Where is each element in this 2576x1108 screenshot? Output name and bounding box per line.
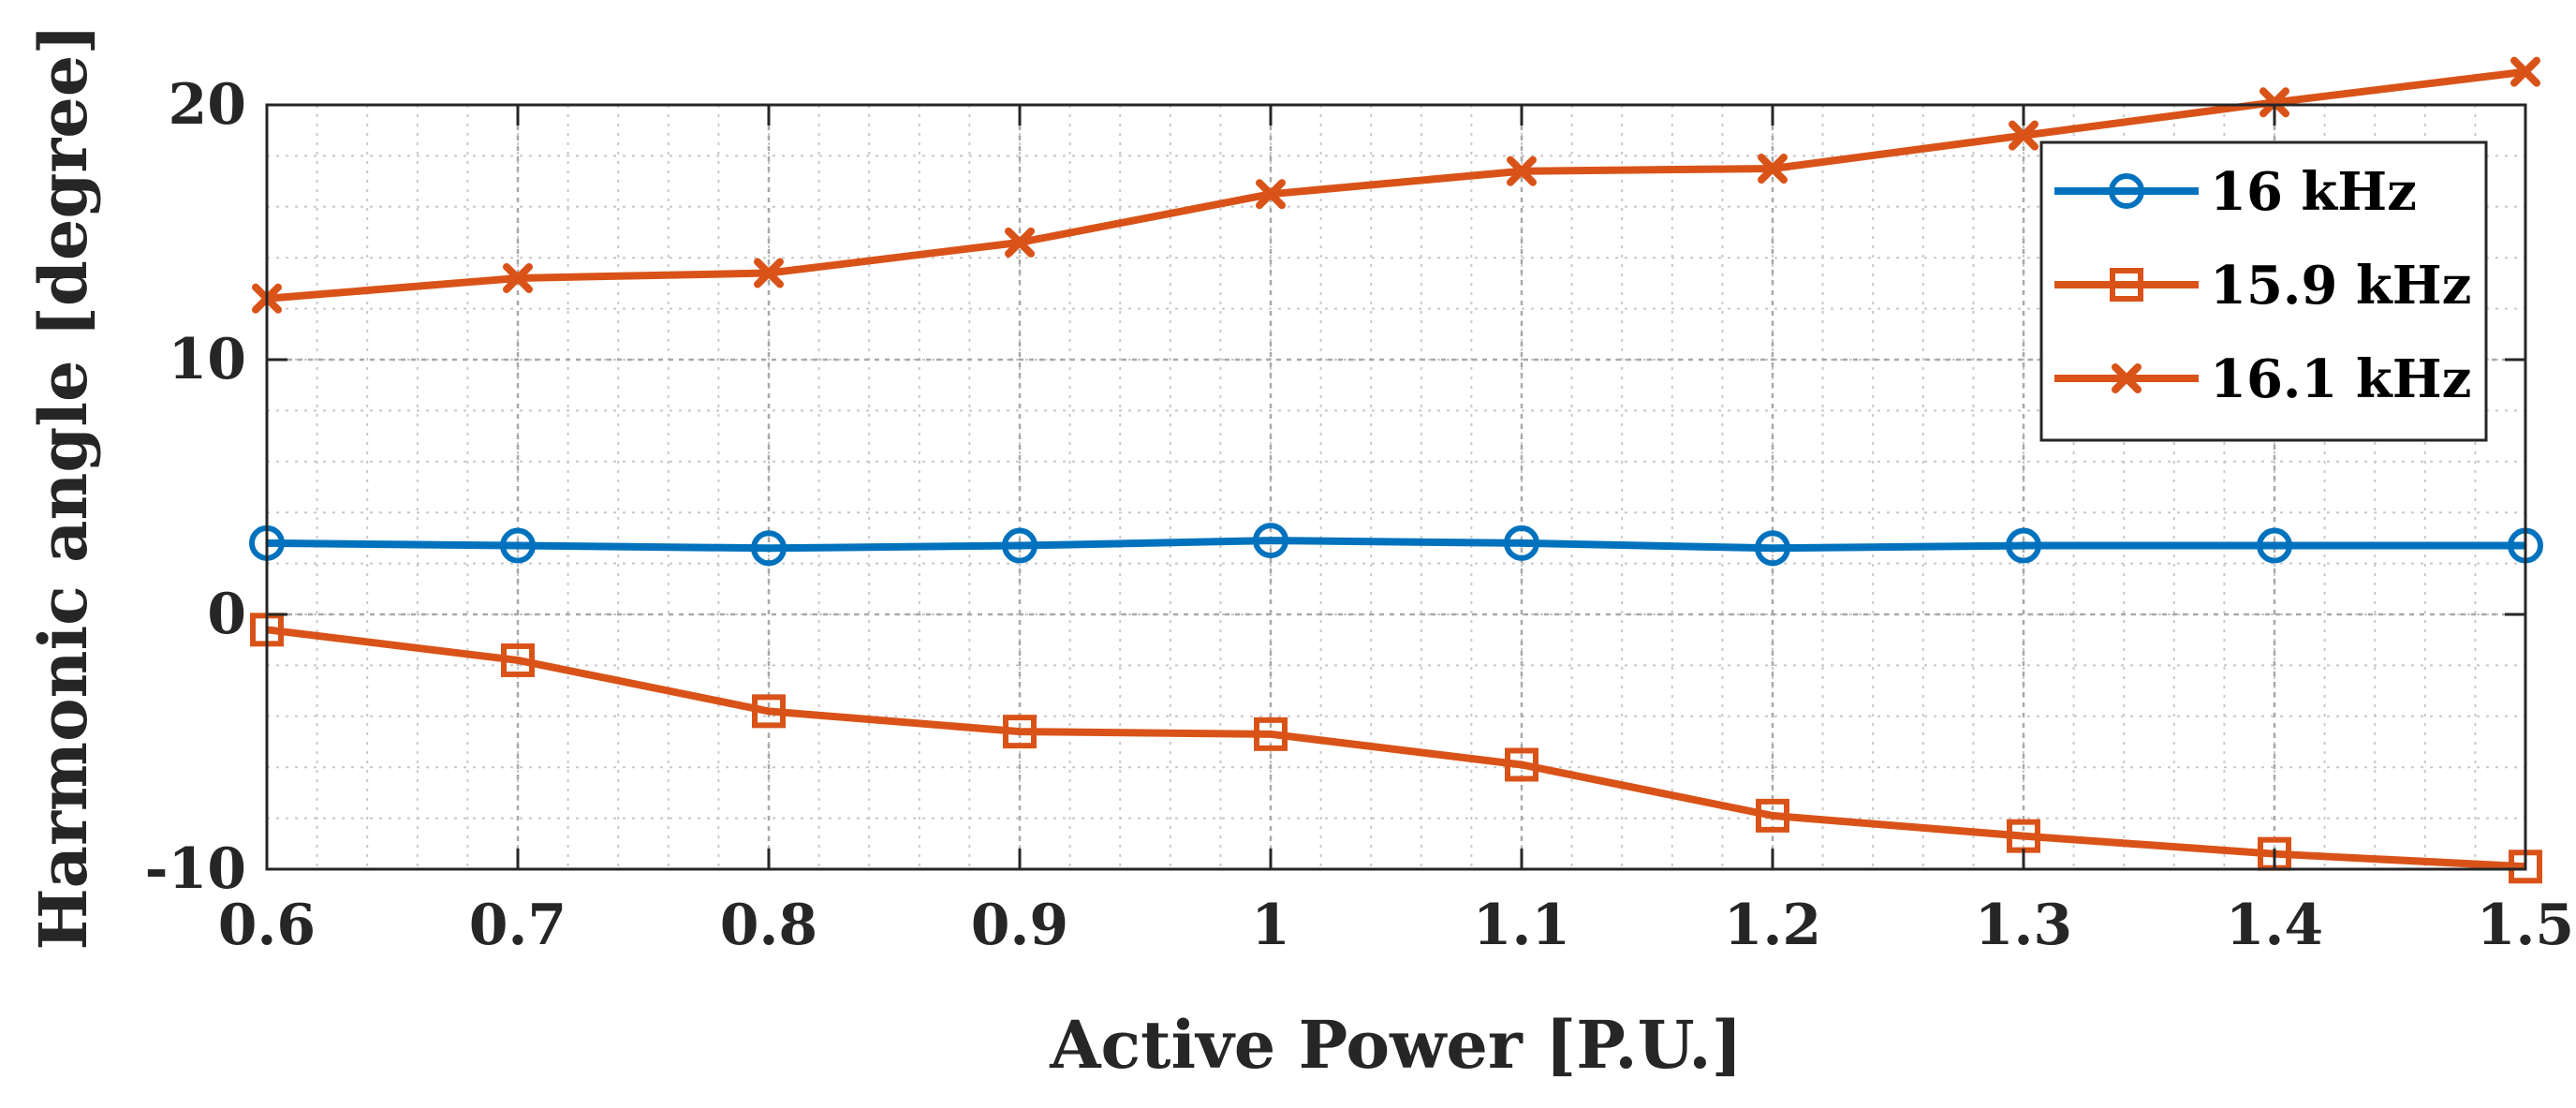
- y-tick-label: 10: [169, 327, 247, 392]
- data-point: [1756, 798, 1789, 833]
- data-point: [1253, 523, 1288, 559]
- data-point: [1254, 717, 1288, 751]
- data-point: [1256, 179, 1286, 210]
- data-point: [2260, 87, 2289, 118]
- series-15-9-khz: [250, 613, 2542, 884]
- data-point: [1758, 154, 1788, 184]
- x-tick-label: 1.4: [2226, 893, 2323, 958]
- x-tick-label: 0.6: [218, 893, 316, 958]
- data-point: [503, 262, 533, 293]
- axes-box: [265, 103, 2527, 871]
- data-point: [2009, 120, 2039, 151]
- series-line: [266, 537, 2525, 553]
- y-tick-label: 0: [207, 582, 246, 647]
- data-point: [501, 643, 535, 677]
- x-tick-label: 1.1: [1473, 893, 1570, 958]
- legend-label: 16.1 kHz: [2210, 348, 2471, 410]
- x-tick-label: 0.9: [971, 893, 1068, 958]
- tick-labels: 0.6 0.7 0.8 0.9 1 1.1 1.2 1.3 1.4 1.5 -10 0 10 20: [145, 72, 2575, 958]
- data-point: [1507, 155, 1537, 186]
- data-point: [754, 258, 784, 288]
- data-point: [2257, 527, 2292, 564]
- y-axis-title: Harmonic angle [degree]: [24, 24, 102, 951]
- data-point: [751, 530, 787, 567]
- data-point: [2510, 56, 2540, 87]
- data-point: [1504, 524, 1539, 561]
- series-line: [266, 626, 2526, 871]
- data-point: [1002, 527, 1038, 564]
- data-point: [2006, 527, 2041, 564]
- x-tick-label: 1.2: [1724, 893, 1821, 958]
- x-tick-label: 0.7: [469, 893, 567, 958]
- x-tick-label: 1: [1251, 893, 1290, 958]
- x-axis-title: Active Power [P.U.]: [1049, 1006, 1743, 1084]
- data-point: [1003, 715, 1037, 749]
- x-tick-label: 1.3: [1975, 893, 2072, 958]
- data-point: [1755, 530, 1790, 567]
- legend-marker: [2112, 363, 2142, 393]
- data-point: [500, 527, 536, 564]
- y-tick-label: 20: [169, 72, 247, 138]
- series-line: [266, 67, 2526, 303]
- legend-label: 16 kHz: [2210, 161, 2417, 223]
- legend-marker: [2110, 268, 2143, 302]
- y-tick-label: -10: [145, 836, 246, 902]
- data-point: [1505, 747, 1538, 782]
- legend-marker: [2109, 173, 2144, 209]
- legend-entry: 16.1 kHz: [2054, 348, 2471, 410]
- series-16-1-khz: [252, 56, 2540, 314]
- legend-entry: 15.9 kHz: [2054, 255, 2471, 317]
- x-tick-label: 0.8: [720, 893, 817, 958]
- data-point: [752, 694, 786, 729]
- data-point: [1005, 227, 1035, 258]
- x-tick-label: 1.5: [2477, 893, 2574, 958]
- tick-marks: [265, 103, 2527, 871]
- legend-entry: 16 kHz: [2054, 161, 2417, 223]
- legend: 16 kHz 15.9 kHz 16.1 kHz: [2039, 140, 2488, 442]
- legend-label: 15.9 kHz: [2210, 255, 2471, 317]
